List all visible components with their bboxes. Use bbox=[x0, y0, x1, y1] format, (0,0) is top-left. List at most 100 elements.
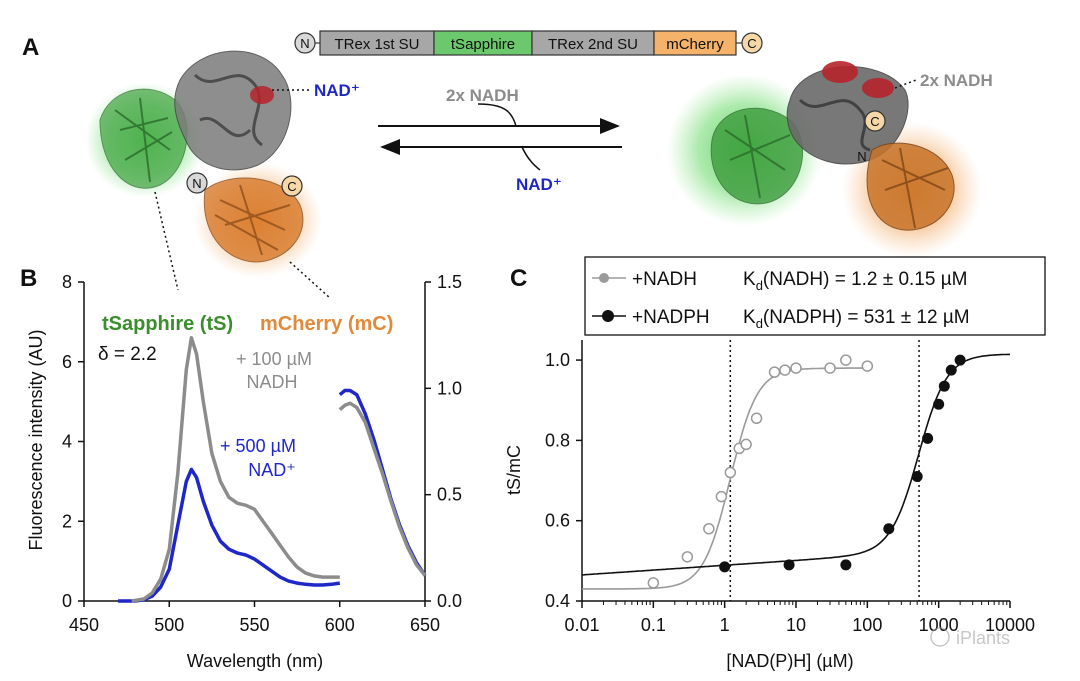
trex-structure-left bbox=[174, 50, 292, 171]
c-point-NADH bbox=[840, 354, 852, 366]
nad-label-left: NAD⁺ bbox=[314, 81, 360, 100]
protein-right-illustration: C N 2x NADH bbox=[667, 61, 993, 258]
c-x-tick-label: 10 bbox=[786, 615, 806, 635]
panel-b-xlabel: Wavelength (nm) bbox=[187, 651, 323, 671]
left-c-circle bbox=[281, 175, 303, 197]
construct-diagram: N TRex 1st SU tSapphire TRex 2nd SU mChe… bbox=[294, 30, 763, 56]
tsapphire-title: tSapphire (tS) bbox=[102, 313, 233, 335]
annotation-nad-line2: NAD⁺ bbox=[248, 460, 296, 480]
c-x-tick-label: 1000 bbox=[919, 615, 959, 635]
construct-label-trex1: TRex 1st SU bbox=[334, 36, 419, 53]
left-n-circle bbox=[186, 172, 208, 194]
nadh-pointer-line bbox=[894, 79, 917, 89]
c-y-tick-label: 0.8 bbox=[545, 430, 570, 450]
watermark-icon bbox=[930, 627, 950, 647]
c-point-NADH bbox=[647, 577, 660, 589]
reaction-arrows: 2x NADH NAD⁺ bbox=[378, 86, 622, 194]
legend-label-nadh: +NADH bbox=[632, 269, 697, 290]
construct-label-tsapphire: tSapphire bbox=[451, 36, 515, 53]
annotation-nad-line1: + 500 µM bbox=[220, 436, 296, 456]
b-series-line-3 bbox=[338, 388, 427, 577]
b-yl-tick-label: 0 bbox=[62, 591, 72, 611]
protein-left-illustration: N C NAD⁺ bbox=[85, 50, 360, 299]
mcherry-link-line bbox=[289, 261, 331, 299]
c-y-tick-label: 0.4 bbox=[545, 591, 570, 611]
tsapphire-structure bbox=[99, 88, 188, 189]
c-point-NADH bbox=[703, 522, 715, 535]
construct-segment-mcherry bbox=[653, 30, 737, 56]
mcherry-title: mCherry (mC) bbox=[260, 313, 393, 335]
panel-b-label: B bbox=[20, 265, 37, 292]
legend-marker-nadph bbox=[602, 310, 614, 322]
b-yl-tick-label: 4 bbox=[62, 432, 72, 452]
c-point-NADPH bbox=[922, 432, 934, 444]
c-point-NADPH bbox=[954, 354, 966, 366]
c-point-NADPH bbox=[911, 471, 923, 483]
nadh-binding-site-2 bbox=[862, 78, 894, 98]
c-point-NADH bbox=[715, 490, 728, 503]
nadh-label-right: 2x NADH bbox=[920, 71, 993, 90]
b-series-line-2 bbox=[338, 401, 427, 577]
tsapphire-link-line bbox=[154, 191, 179, 291]
mcherry-structure bbox=[203, 177, 304, 263]
c-point-NADPH bbox=[783, 559, 795, 571]
annotation-nadh-line2: NADH bbox=[246, 372, 297, 392]
c-point-NADH bbox=[824, 362, 836, 374]
legend-marker-nadh bbox=[599, 273, 609, 283]
panel-c-plot: 0.01 0.1 1 10 100 1000 10000 0.4 0.6 0.8 1.0 bbox=[545, 340, 1035, 635]
c-point-NADH bbox=[724, 466, 737, 479]
b-yr-tick-label: 0.5 bbox=[437, 485, 462, 505]
c-point-NADH bbox=[779, 364, 791, 376]
c-point-NADPH bbox=[883, 523, 895, 535]
nadh-binding-site-1 bbox=[822, 61, 858, 83]
panel-c-legend: +NADH Kd(NADH) = 1.2 ± 0.15 µM +NADPH Kd… bbox=[584, 256, 1046, 336]
c-x-tick-label: 0.01 bbox=[564, 615, 599, 635]
legend-label-nadph: +NADPH bbox=[632, 307, 710, 328]
c-point-NADPH bbox=[719, 561, 731, 573]
panel-c-label: C bbox=[510, 265, 527, 292]
legend-box bbox=[584, 256, 1046, 336]
c-x-tick-label: 10000 bbox=[985, 615, 1035, 635]
c-x-tick-label: 1 bbox=[720, 615, 730, 635]
panel-c: C tS/mC [NAD(P)H] (µM) 0.01 0.1 1 10 100 1000… bbox=[504, 256, 1046, 671]
c-point-NADH bbox=[790, 362, 802, 374]
b-yl-tick-label: 8 bbox=[62, 272, 72, 292]
reverse-cofactor-curve bbox=[521, 146, 541, 171]
c-point-NADPH bbox=[933, 398, 945, 410]
watermark-text: iPlants bbox=[956, 628, 1010, 648]
b-x-tick-label: 550 bbox=[239, 615, 269, 635]
c-terminus-circle bbox=[741, 32, 763, 54]
b-yl-tick-label: 6 bbox=[62, 352, 72, 372]
left-c-label: C bbox=[287, 179, 296, 194]
left-n-label: N bbox=[192, 176, 201, 191]
legend-kd-nadph: Kd(NADPH) = 531 ± 12 µM bbox=[743, 307, 970, 331]
b-series-line-0 bbox=[131, 336, 340, 603]
legend-kd-nadh: Kd(NADH) = 1.2 ± 0.15 µM bbox=[743, 269, 968, 293]
forward-cofactor-curve bbox=[477, 103, 517, 127]
panel-b-ylabel: Fluorescence intensity (AU) bbox=[26, 329, 46, 550]
c-fit-curve-0 bbox=[581, 367, 868, 590]
c-point-NADPH bbox=[938, 380, 950, 392]
nad-binding-site-left bbox=[250, 86, 274, 104]
b-yr-tick-label: 0.0 bbox=[437, 591, 462, 611]
c-x-tick-label: 100 bbox=[852, 615, 882, 635]
c-point-NADPH bbox=[945, 364, 957, 376]
forward-arrow-label: 2x NADH bbox=[446, 86, 519, 105]
reverse-arrow-label: NAD⁺ bbox=[516, 175, 562, 194]
b-x-tick-label: 600 bbox=[325, 615, 355, 635]
c-point-NADH bbox=[681, 551, 694, 563]
c-x-tick-label: 0.1 bbox=[641, 615, 666, 635]
b-x-tick-label: 650 bbox=[410, 615, 440, 635]
tsapphire-structure-right bbox=[710, 107, 804, 205]
panel-b: B tSapphire (tS) mCherry (mC) δ = 2.2 + … bbox=[20, 265, 462, 671]
panel-c-xlabel: [NAD(P)H] (µM) bbox=[726, 651, 853, 671]
c-point-NADH bbox=[740, 438, 752, 451]
watermark: iPlants bbox=[930, 627, 1010, 648]
c-y-tick-label: 1.0 bbox=[545, 350, 570, 370]
panel-c-ylabel: tS/mC bbox=[504, 445, 524, 495]
b-series-line-1 bbox=[118, 467, 341, 603]
c-y-tick-label: 0.6 bbox=[545, 511, 570, 531]
construct-segment-tsapphire bbox=[433, 30, 533, 56]
annotation-nadh-line1: + 100 µM bbox=[236, 349, 312, 369]
